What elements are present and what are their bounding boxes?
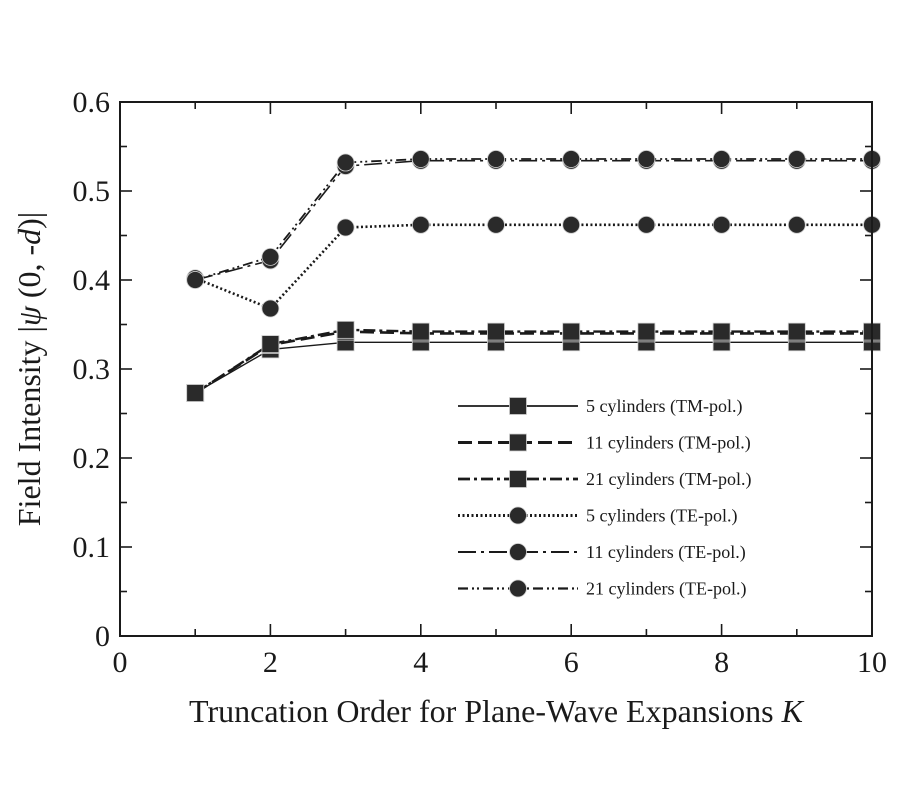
legend-label: 11 cylinders (TE-pol.)	[586, 542, 746, 563]
data-point	[336, 218, 355, 237]
data-point	[336, 320, 355, 339]
data-point	[562, 150, 581, 168]
data-point	[712, 215, 731, 234]
series-line	[194, 328, 872, 395]
data-point	[336, 153, 355, 172]
tick-labels: 0 2 4 6 8 10 0 0.1 0.2 0.3 0.4 0.5 0.6	[73, 86, 888, 679]
x-axis-title: Truncation Order for Plane-Wave Expansio…	[189, 693, 805, 729]
legend-marker	[509, 397, 527, 415]
y-tick-label: 0.3	[73, 353, 111, 386]
legend-entry: 11 cylinders (TE-pol.)	[458, 542, 746, 563]
legend-label: 21 cylinders (TE-pol.)	[586, 579, 746, 600]
legend-marker	[509, 506, 527, 525]
data-point	[186, 384, 205, 402]
series-line	[194, 159, 872, 281]
y-axis-psi: ψ	[11, 305, 47, 326]
x-tick-label: 0	[113, 646, 128, 679]
y-tick-label: 0	[95, 620, 110, 653]
y-tick-label: 0.2	[73, 442, 111, 475]
series-3	[186, 320, 881, 402]
data-point	[186, 271, 205, 289]
y-axis-title: Field Intensity |ψ (0, -d)|	[11, 212, 47, 526]
y-tick-label: 0.5	[73, 175, 111, 208]
legend-entry: 21 cylinders (TM-pol.)	[458, 469, 751, 490]
data-point	[637, 322, 656, 341]
data-point	[487, 150, 505, 168]
legend-label: 5 cylinders (TM-pol.)	[586, 396, 742, 417]
data-point	[712, 150, 731, 168]
series-6	[186, 150, 881, 289]
legend-marker	[509, 433, 527, 452]
legend-marker	[509, 470, 527, 488]
data-point	[411, 322, 430, 341]
legend-marker	[509, 579, 527, 598]
data-point	[487, 322, 505, 341]
data-point	[411, 215, 430, 234]
data-point	[637, 215, 656, 234]
series-line	[194, 341, 872, 394]
plot-frame	[119, 101, 873, 637]
data-point	[562, 215, 581, 234]
y-tick-label: 0.4	[73, 264, 111, 297]
y-tick-label: 0.1	[73, 531, 111, 564]
series-line	[194, 158, 872, 281]
legend-entry: 11 cylinders (TM-pol.)	[458, 433, 751, 454]
series-line	[194, 223, 872, 311]
x-tick-label: 6	[564, 646, 579, 679]
x-axis-variable: K	[781, 693, 805, 729]
legend-entry: 21 cylinders (TE-pol.)	[458, 579, 746, 600]
legend-label: 21 cylinders (TM-pol.)	[586, 469, 751, 490]
series-5	[186, 151, 881, 289]
data-point	[562, 322, 581, 341]
y-tick-label: 0.6	[73, 86, 111, 119]
x-tick-label: 10	[857, 646, 887, 679]
data-point	[487, 215, 505, 234]
legend-label: 11 cylinders (TM-pol.)	[586, 433, 751, 454]
legend-marker	[509, 543, 527, 561]
data-point	[787, 150, 806, 168]
data-point	[261, 247, 280, 266]
legend-entry: 5 cylinders (TM-pol.)	[458, 396, 742, 417]
data-point	[261, 299, 280, 318]
legend-label: 5 cylinders (TE-pol.)	[586, 506, 737, 527]
data-point	[712, 322, 731, 341]
data-point	[261, 335, 280, 353]
series-line	[194, 330, 872, 395]
series-2	[186, 322, 881, 402]
y-axis-d: d	[11, 228, 47, 245]
legend: 5 cylinders (TM-pol.) 11 cylinders (TM-po…	[458, 396, 751, 600]
x-tick-label: 4	[413, 646, 428, 679]
series-4	[186, 215, 881, 318]
series-layer	[186, 150, 881, 402]
series-1	[186, 333, 881, 402]
x-tick-label: 2	[263, 646, 278, 679]
legend-entry: 5 cylinders (TE-pol.)	[458, 506, 737, 527]
x-tick-label: 8	[714, 646, 729, 679]
data-point	[787, 322, 806, 341]
data-point	[787, 215, 806, 234]
data-point	[637, 150, 656, 168]
data-point	[411, 150, 430, 168]
